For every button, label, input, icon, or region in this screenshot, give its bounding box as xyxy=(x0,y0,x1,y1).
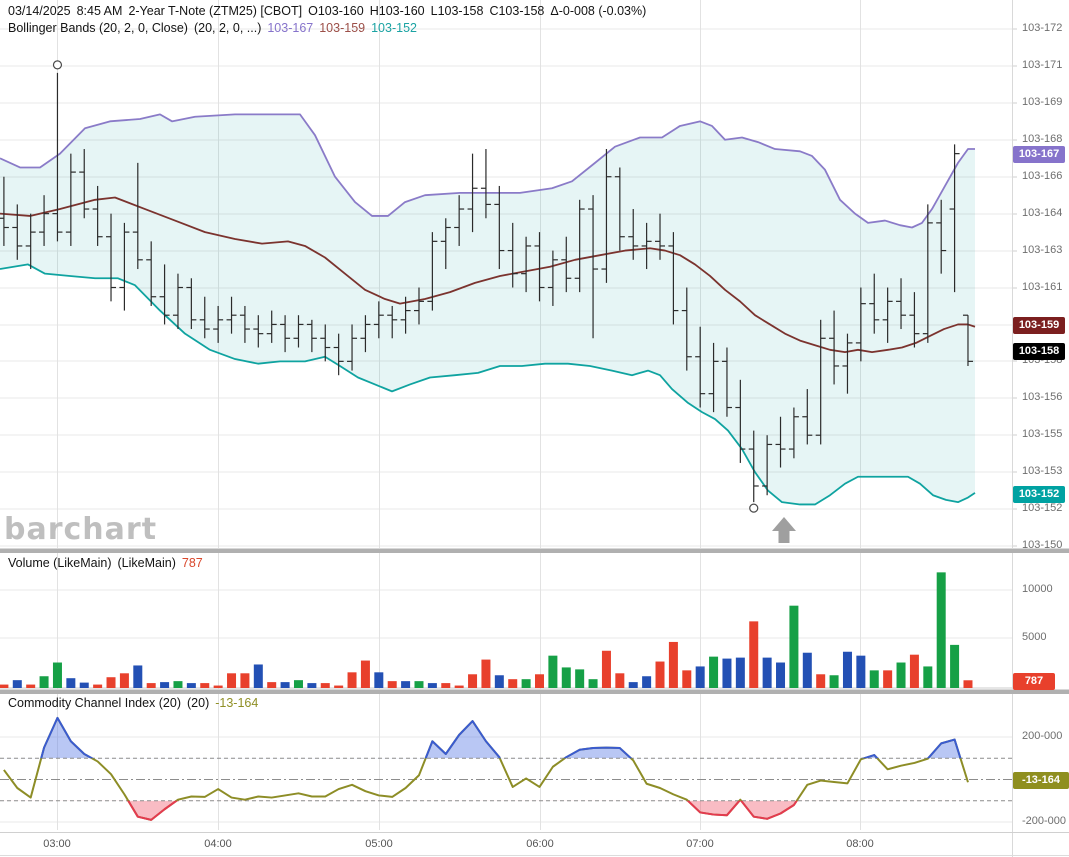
time-axis-border xyxy=(0,832,1069,833)
bb-middle-badge: 103-159 xyxy=(1013,317,1065,334)
chart-markers xyxy=(52,60,796,543)
ohlc-series[interactable] xyxy=(0,72,973,503)
cci-axis-label: 200-000 xyxy=(1022,730,1063,742)
bollinger-upper-value: 103-167 xyxy=(267,21,314,35)
cci-line-overbought xyxy=(40,716,962,759)
volume-series[interactable] xyxy=(0,572,973,688)
barchart-watermark: barchart xyxy=(4,512,158,547)
up-arrow-icon xyxy=(772,517,796,543)
price-axis-label: 103-156 xyxy=(1022,391,1063,403)
quote-date: 03/14/2025 xyxy=(8,4,71,18)
time-axis-label: 03:00 xyxy=(43,838,71,850)
quote-header: 03/14/2025 8:45 AM 2-Year T-Note (ZTM25) [… xyxy=(8,4,652,18)
bollinger-upper-line xyxy=(0,113,975,229)
bb-upper-badge: 103-167 xyxy=(1013,146,1065,163)
price-axis-label: 103-150 xyxy=(1022,539,1063,551)
cci-legend-name: Commodity Channel Index (20) xyxy=(8,696,181,710)
quote-close: C103-158 xyxy=(489,4,545,18)
cci-line-oversold xyxy=(127,800,798,821)
bollinger-bands xyxy=(0,113,976,506)
volume-legend-name: Volume (LikeMain) xyxy=(8,556,112,570)
time-axis-label: 04:00 xyxy=(204,838,232,850)
price-axis-label: 103-163 xyxy=(1022,244,1063,256)
bollinger-fill xyxy=(0,114,975,505)
price-axis-label: 103-169 xyxy=(1022,96,1063,108)
quote-low: L103-158 xyxy=(430,4,484,18)
cci-legend-params: (20) xyxy=(187,696,210,710)
cci-axis-label: -200-000 xyxy=(1022,815,1067,827)
price-axis-label: 103-161 xyxy=(1022,281,1063,293)
volume-legend[interactable]: Volume (LikeMain) (LikeMain) 787 xyxy=(8,556,209,570)
price-axis-label: 103-166 xyxy=(1022,170,1063,182)
price-axis-label: 103-152 xyxy=(1022,502,1063,514)
cycle-marker-icon xyxy=(52,60,63,70)
volume-legend-params: (LikeMain) xyxy=(117,556,176,570)
last-close-badge: 103-158 xyxy=(1013,343,1065,360)
time-axis-label: 08:00 xyxy=(846,838,874,850)
time-axis-label: 06:00 xyxy=(526,838,554,850)
price-axis-label: 103-171 xyxy=(1022,59,1063,71)
quote-instrument: 2-Year T-Note (ZTM25) [CBOT] xyxy=(128,4,303,18)
cci-legend[interactable]: Commodity Channel Index (20) (20) -13-164 xyxy=(8,696,264,710)
bollinger-middle-value: 103-159 xyxy=(319,21,366,35)
bollinger-lower-line xyxy=(0,263,976,506)
price-axis-label: 103-168 xyxy=(1022,133,1063,145)
bollinger-middle-line xyxy=(0,196,976,354)
bollinger-lower-value: 103-152 xyxy=(371,21,417,35)
price-axis-label: 103-155 xyxy=(1022,428,1063,440)
quote-open: O103-160 xyxy=(308,4,364,18)
time-axis-label: 05:00 xyxy=(365,838,393,850)
cycle-marker-icon xyxy=(749,503,759,513)
volume-axis-label: 5000 xyxy=(1022,631,1047,643)
cci-badge: -13-164 xyxy=(1013,772,1069,789)
volume-axis-label: 10000 xyxy=(1022,583,1053,595)
cci-value: -13-164 xyxy=(215,696,259,710)
bollinger-legend-name: Bollinger Bands (20, 2, 0, Close) xyxy=(8,21,188,35)
panel-resize-handle[interactable] xyxy=(0,548,1069,553)
price-axis-label: 103-172 xyxy=(1022,22,1063,34)
cci-series[interactable] xyxy=(0,716,1012,821)
volume-value: 787 xyxy=(181,556,203,570)
time-axis-label: 07:00 xyxy=(686,838,714,850)
price-axis-label: 103-153 xyxy=(1022,465,1063,477)
quote-time: 8:45 AM xyxy=(76,4,123,18)
bb-lower-badge: 103-152 xyxy=(1013,486,1065,503)
quote-change: Δ-0-008 (-0.03%) xyxy=(550,4,647,18)
price-axis-label: 103-164 xyxy=(1022,207,1063,219)
chart-bottom-border xyxy=(0,855,1069,856)
panel-resize-handle[interactable] xyxy=(0,689,1069,694)
bollinger-legend-params: (20, 2, 0, ...) xyxy=(193,21,262,35)
volume-badge: 787 xyxy=(1013,673,1055,690)
quote-high: H103-160 xyxy=(369,4,425,18)
bollinger-legend[interactable]: Bollinger Bands (20, 2, 0, Close) (20, 2,… xyxy=(8,21,423,35)
